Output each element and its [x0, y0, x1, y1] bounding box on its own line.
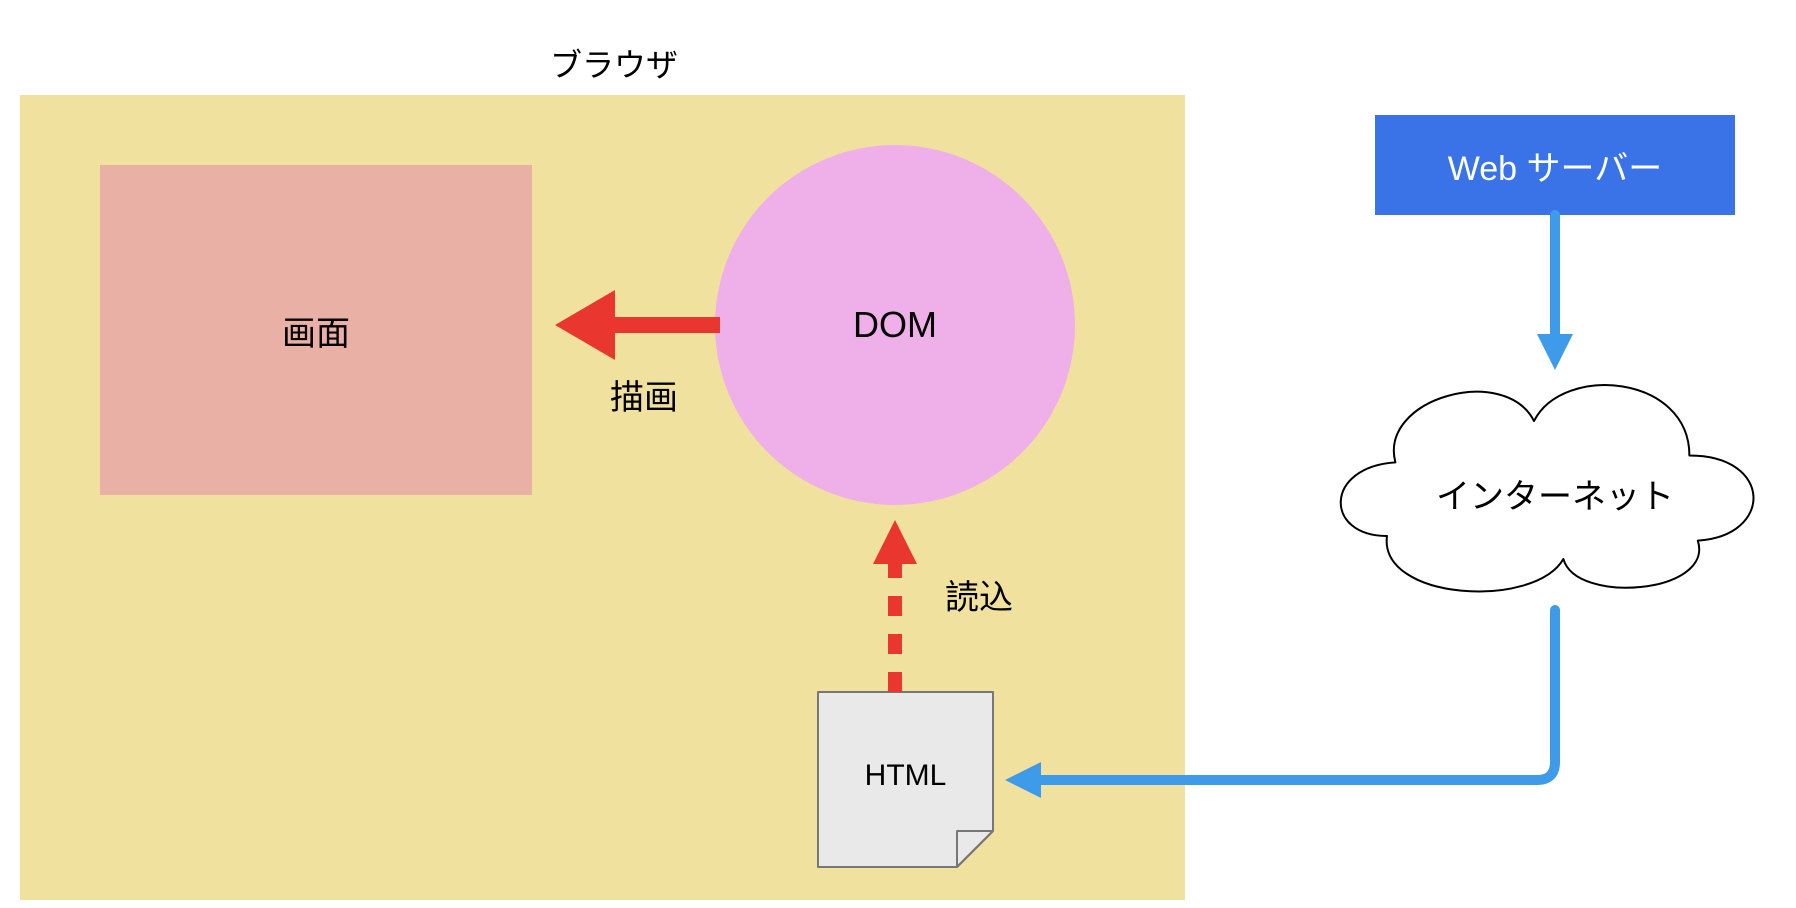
html-doc-label: HTML: [818, 759, 993, 793]
draw-arrow-label: 描画: [610, 370, 678, 419]
load-arrow-label: 読込: [945, 570, 1013, 619]
webserver-label: Web サーバー: [1448, 141, 1662, 190]
internet-label: インターネット: [1405, 469, 1705, 518]
dom-circle: DOM: [715, 145, 1075, 505]
webserver-box: Web サーバー: [1375, 115, 1735, 215]
browser-title: ブラウザ: [550, 40, 678, 86]
screen-box: 画面: [100, 165, 532, 495]
dom-label: DOM: [853, 304, 937, 346]
screen-label: 画面: [282, 306, 350, 355]
